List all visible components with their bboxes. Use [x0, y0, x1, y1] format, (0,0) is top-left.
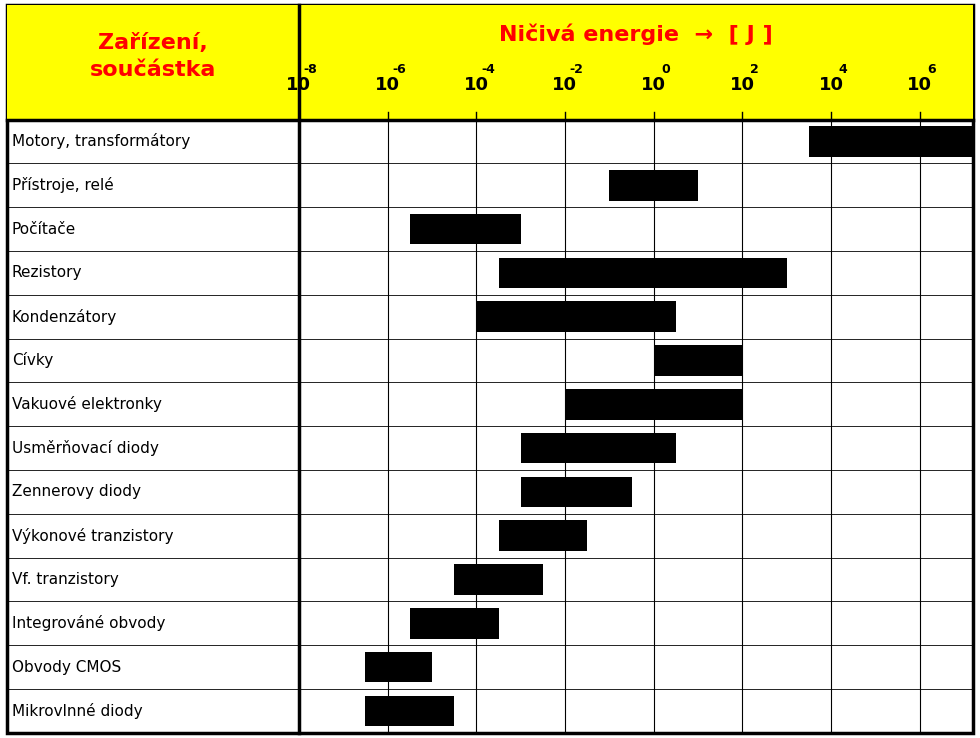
Bar — [476, 301, 676, 332]
Bar — [7, 5, 973, 120]
Text: Integrováné obvody: Integrováné obvody — [12, 615, 166, 631]
Text: Obvody CMOS: Obvody CMOS — [12, 660, 121, 675]
Text: 4: 4 — [839, 63, 848, 75]
Bar — [366, 696, 454, 726]
Text: 6: 6 — [927, 63, 936, 75]
Text: Usměrňovací diody: Usměrňovací diody — [12, 440, 159, 456]
Bar — [499, 520, 587, 551]
Bar — [520, 432, 676, 463]
Bar — [7, 5, 299, 120]
Text: -8: -8 — [304, 63, 318, 75]
Text: -6: -6 — [393, 63, 407, 75]
Text: 10: 10 — [553, 76, 577, 94]
Bar — [565, 389, 743, 420]
Text: 10: 10 — [286, 76, 312, 94]
Bar — [654, 345, 743, 376]
Text: 10: 10 — [464, 76, 489, 94]
Text: Výkonové tranzistory: Výkonové tranzistory — [12, 528, 173, 544]
Bar — [520, 477, 631, 507]
Text: Zennerovy diody: Zennerovy diody — [12, 484, 141, 500]
Text: -4: -4 — [481, 63, 495, 75]
Bar — [610, 170, 698, 201]
Text: Kondenzátory: Kondenzátory — [12, 308, 117, 325]
Text: 2: 2 — [750, 63, 759, 75]
Bar — [410, 214, 520, 244]
Bar — [410, 608, 499, 638]
Text: 10: 10 — [375, 76, 400, 94]
Text: Zařízení,
součástka: Zařízení, součástka — [90, 33, 216, 80]
Text: Rezistory: Rezistory — [12, 266, 82, 280]
Text: 10: 10 — [907, 76, 932, 94]
Bar — [809, 126, 973, 156]
Text: Mikrovlnné diody: Mikrovlnné diody — [12, 703, 142, 719]
Text: -2: -2 — [569, 63, 584, 75]
Text: 0: 0 — [662, 63, 670, 75]
Text: Cívky: Cívky — [12, 353, 53, 368]
Text: Motory, transformátory: Motory, transformátory — [12, 134, 190, 150]
Text: 10: 10 — [818, 76, 844, 94]
Text: Počítače: Počítače — [12, 221, 76, 237]
Bar — [499, 258, 787, 289]
Text: 10: 10 — [730, 76, 755, 94]
Text: Ničivá energie  →  [ J ]: Ničivá energie → [ J ] — [499, 23, 773, 44]
Text: Přístroje, relé: Přístroje, relé — [12, 177, 114, 193]
Text: Vf. tranzistory: Vf. tranzistory — [12, 572, 119, 587]
Text: 10: 10 — [641, 76, 666, 94]
Bar — [454, 564, 543, 595]
Bar — [366, 652, 432, 683]
Text: Vakuové elektronky: Vakuové elektronky — [12, 396, 162, 413]
